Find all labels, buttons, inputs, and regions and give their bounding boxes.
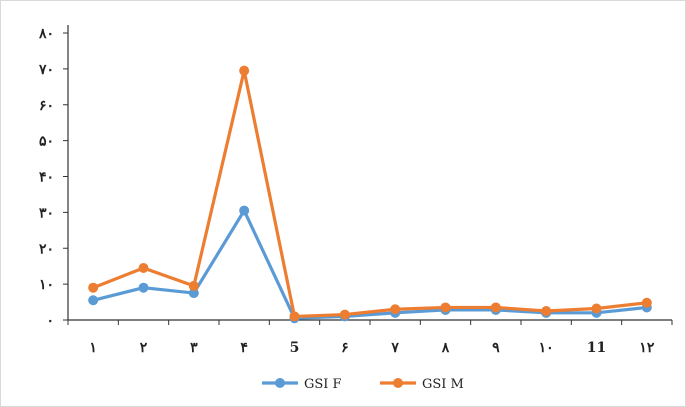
data-point-gsi-m bbox=[541, 306, 552, 317]
y-tick-labels: ۰ ۱۰ ۲۰ ۳۰ ۴۰ ۵۰ ۶۰ ۷۰ ۸۰ bbox=[38, 26, 54, 329]
y-tick-label: ۳۰ bbox=[39, 205, 54, 221]
data-point-gsi-f bbox=[188, 288, 199, 299]
x-tick-label: ۶ bbox=[341, 340, 349, 356]
x-tick-label: ۱ bbox=[89, 340, 97, 356]
x-tick-label: ۱۲ bbox=[639, 340, 655, 356]
x-tick-label: ۴ bbox=[240, 340, 248, 356]
data-point-gsi-m bbox=[390, 304, 401, 315]
x-tick-label: ۷ bbox=[390, 340, 399, 356]
x-tick-label: 11 bbox=[587, 340, 606, 356]
legend-label: GSI M bbox=[422, 377, 464, 392]
x-tick-label: ۸ bbox=[441, 340, 450, 356]
y-tick-label: ۴۰ bbox=[39, 170, 54, 186]
data-point-gsi-m bbox=[289, 311, 300, 322]
legend: GSI F GSI M bbox=[262, 377, 464, 392]
y-tick-label: ۸۰ bbox=[38, 26, 54, 42]
data-point-gsi-m bbox=[239, 65, 250, 76]
x-tick-labels: ۱ ۲ ۳ ۴ 5 ۶ ۷ ۸ ۹ ۱۰ 11 ۱۲ bbox=[89, 340, 654, 356]
y-tick-label: ۱۰ bbox=[39, 277, 54, 293]
data-point-gsi-m bbox=[339, 309, 350, 320]
series-line-gsi-f bbox=[92, 208, 648, 320]
data-point-gsi-m bbox=[188, 280, 199, 291]
x-tick-label: ۱۰ bbox=[539, 340, 554, 356]
x-tick-label: 5 bbox=[290, 340, 300, 356]
y-tick-label: ۵۰ bbox=[39, 134, 54, 150]
axes bbox=[63, 25, 673, 325]
data-point-gsi-m bbox=[641, 297, 652, 308]
series-lines bbox=[92, 69, 648, 320]
series-line-gsi-m bbox=[92, 69, 648, 319]
legend-swatch-marker bbox=[275, 378, 285, 388]
data-point-gsi-m bbox=[490, 302, 501, 313]
data-point-gsi-m bbox=[138, 262, 149, 273]
x-tick-label: ۹ bbox=[492, 340, 500, 356]
data-point-gsi-m bbox=[591, 303, 602, 314]
y-tick-label: ۷۰ bbox=[38, 62, 54, 78]
legend-swatch-marker bbox=[393, 378, 403, 388]
x-tick-label: ۳ bbox=[190, 340, 198, 356]
data-point-gsi-f bbox=[88, 295, 99, 306]
data-point-gsi-m bbox=[440, 302, 451, 313]
data-point-gsi-f bbox=[239, 205, 250, 216]
series-points bbox=[88, 65, 652, 324]
data-point-gsi-f bbox=[138, 282, 149, 293]
legend-label: GSI F bbox=[304, 377, 342, 392]
x-tick-label: ۲ bbox=[140, 340, 148, 356]
y-tick-label: ۰ bbox=[46, 313, 54, 329]
y-tick-label: ۶۰ bbox=[39, 98, 54, 114]
y-tick-label: ۲۰ bbox=[39, 241, 54, 257]
data-point-gsi-m bbox=[88, 282, 99, 293]
